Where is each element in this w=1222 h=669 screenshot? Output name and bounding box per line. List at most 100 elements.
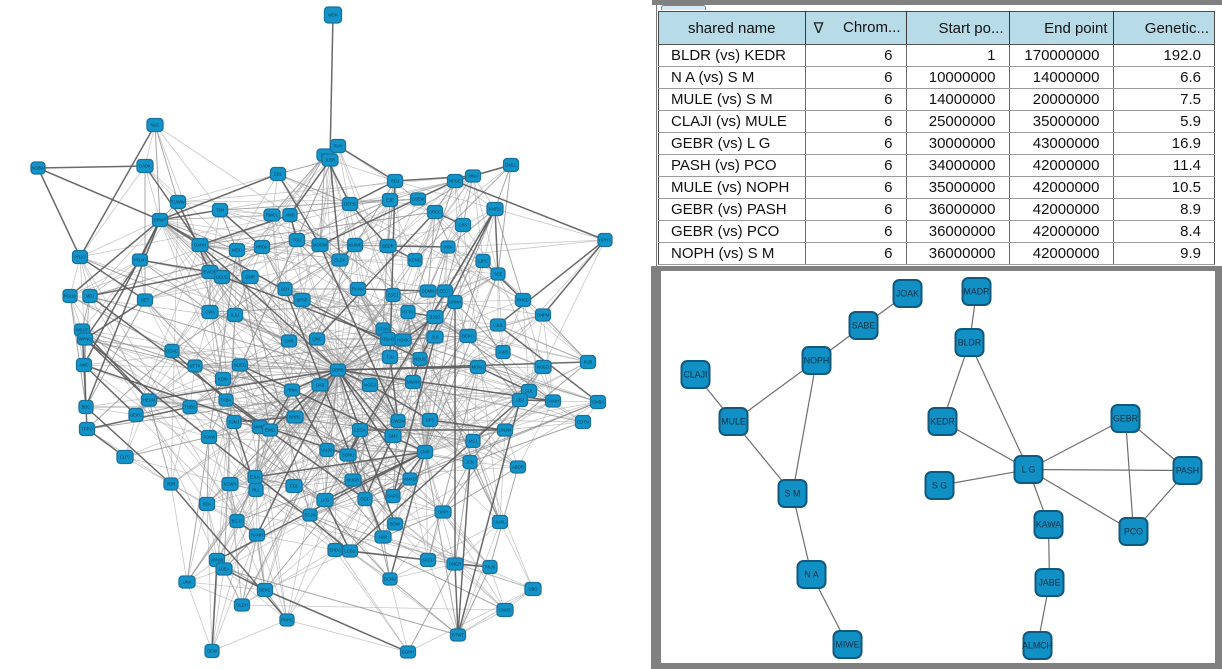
svg-text:NOEG: NOEG	[234, 363, 246, 368]
svg-text:LKG: LKG	[321, 498, 329, 503]
svg-text:HGKK: HGKK	[397, 338, 409, 343]
svg-text:HTTH: HTTH	[402, 310, 413, 315]
svg-text:JOAK: JOAK	[896, 288, 919, 298]
svg-text:ECJN: ECJN	[305, 513, 316, 518]
svg-text:JCN: JCN	[466, 460, 474, 465]
svg-text:EECT: EECT	[439, 289, 451, 294]
svg-text:SUL: SUL	[525, 389, 534, 394]
svg-text:BTWT: BTWT	[452, 633, 464, 638]
svg-text:PJMJ: PJMJ	[229, 420, 239, 425]
svg-text:ALMCH: ALMCH	[1022, 640, 1053, 650]
svg-text:SONU: SONU	[342, 453, 354, 458]
svg-text:WJGR: WJGR	[347, 478, 359, 483]
svg-text:UEKC: UEKC	[130, 413, 142, 418]
svg-text:LJPC: LJPC	[478, 259, 488, 264]
svg-text:KCWN: KCWN	[224, 482, 237, 487]
svg-text:RUH: RUH	[333, 144, 342, 149]
svg-text:PNRC: PNRC	[281, 618, 293, 623]
svg-text:ELGK: ELGK	[334, 258, 345, 263]
svg-text:MULE: MULE	[721, 416, 746, 426]
svg-text:S M: S M	[784, 488, 800, 498]
svg-text:MADR: MADR	[963, 286, 989, 296]
svg-text:PDR: PDR	[167, 482, 176, 487]
svg-text:RDJ: RDJ	[391, 179, 399, 184]
svg-text:GRNH: GRNH	[449, 300, 461, 305]
svg-text:UNA: UNA	[183, 580, 192, 585]
svg-text:WDK: WDK	[328, 13, 338, 18]
svg-text:UJEA: UJEA	[219, 567, 230, 572]
svg-text:KEDR: KEDR	[930, 416, 954, 426]
svg-text:BBDR: BBDR	[382, 244, 394, 249]
svg-text:BOW: BOW	[390, 522, 400, 527]
svg-text:UGUG: UGUG	[216, 275, 229, 280]
svg-text:SWJS: SWJS	[499, 608, 511, 613]
svg-text:EDTN: EDTN	[577, 420, 588, 425]
svg-text:NGGJ: NGGJ	[364, 383, 376, 388]
svg-text:SEH: SEH	[281, 287, 290, 292]
svg-text:HRDK: HRDK	[256, 245, 268, 250]
svg-text:NAP: NAP	[379, 535, 388, 540]
svg-text:BLDR: BLDR	[957, 337, 980, 347]
svg-text:TJU: TJU	[386, 355, 394, 360]
svg-text:JRNW: JRNW	[211, 558, 223, 563]
svg-text:PCO: PCO	[1123, 526, 1142, 536]
svg-text:NET: NET	[141, 298, 150, 303]
svg-text:CWA: CWA	[205, 310, 215, 315]
svg-text:DDMN: DDMN	[422, 289, 435, 294]
svg-text:DEPB: DEPB	[344, 202, 356, 207]
svg-text:WNU: WNU	[468, 174, 478, 179]
svg-text:GGHH: GGHH	[402, 650, 415, 655]
svg-text:WSUT: WSUT	[76, 328, 89, 333]
svg-text:UNJW: UNJW	[499, 428, 511, 433]
svg-text:MOKG: MOKG	[472, 365, 485, 370]
svg-text:ORCC: ORCC	[429, 210, 441, 215]
svg-text:GMJ: GMJ	[389, 434, 398, 439]
svg-text:MDJ: MDJ	[86, 294, 95, 299]
svg-text:NUC: NUC	[150, 123, 159, 128]
svg-text:WPNU: WPNU	[79, 337, 92, 342]
svg-text:EJE: EJE	[386, 198, 394, 203]
svg-text:OLDH: OLDH	[236, 603, 248, 608]
svg-text:SHDA: SHDA	[329, 548, 341, 553]
svg-text:MCJ: MCJ	[469, 439, 478, 444]
svg-text:SDL: SDL	[274, 172, 283, 177]
svg-text:CHR: CHR	[284, 339, 293, 344]
svg-text:BBO: BBO	[82, 405, 92, 410]
svg-text:NGBW: NGBW	[31, 166, 44, 171]
svg-text:L G: L G	[1021, 464, 1035, 474]
svg-text:GPS: GPS	[426, 418, 435, 423]
svg-text:NOPH: NOPH	[803, 355, 828, 365]
svg-text:MUWE: MUWE	[348, 243, 361, 248]
svg-text:OSEW: OSEW	[412, 197, 425, 202]
svg-text:DCNU: DCNU	[384, 577, 396, 582]
svg-text:JABE: JABE	[1038, 577, 1060, 587]
svg-text:SKCU: SKCU	[422, 558, 434, 563]
svg-text:KAWA: KAWA	[1035, 519, 1060, 529]
svg-text:GEBR: GEBR	[1113, 413, 1138, 423]
svg-text:JAKB: JAKB	[498, 350, 509, 355]
svg-text:KDA: KDA	[203, 502, 212, 507]
svg-text:TPPO: TPPO	[81, 427, 93, 432]
svg-text:CJUL: CJUL	[493, 323, 504, 328]
svg-text:WDU: WDU	[232, 248, 242, 253]
svg-text:UBO: UBO	[528, 587, 538, 592]
svg-text:EWD: EWD	[265, 428, 275, 433]
svg-text:RGLW: RGLW	[64, 294, 76, 299]
svg-text:SCE: SCE	[494, 272, 503, 277]
svg-text:RANH: RANH	[251, 533, 263, 538]
svg-text:N A: N A	[804, 569, 818, 579]
svg-text:DMH: DMH	[438, 510, 448, 515]
svg-text:KJU: KJU	[231, 313, 239, 318]
svg-text:HPHS: HPHS	[599, 238, 611, 243]
svg-text:LCSD: LCSD	[344, 549, 355, 554]
svg-text:RLL: RLL	[252, 488, 260, 493]
svg-text:CRN: CRN	[458, 223, 467, 228]
svg-text:BCKO: BCKO	[462, 334, 475, 339]
svg-text:OSAO: OSAO	[382, 337, 395, 342]
svg-text:EJLK: EJLK	[250, 475, 260, 480]
svg-text:AMD: AMD	[285, 213, 294, 218]
svg-text:KCNG: KCNG	[409, 258, 421, 263]
svg-text:MIWE: MIWE	[835, 639, 859, 649]
svg-text:GMR: GMR	[245, 275, 255, 280]
svg-text:NTTK: NTTK	[190, 364, 201, 369]
